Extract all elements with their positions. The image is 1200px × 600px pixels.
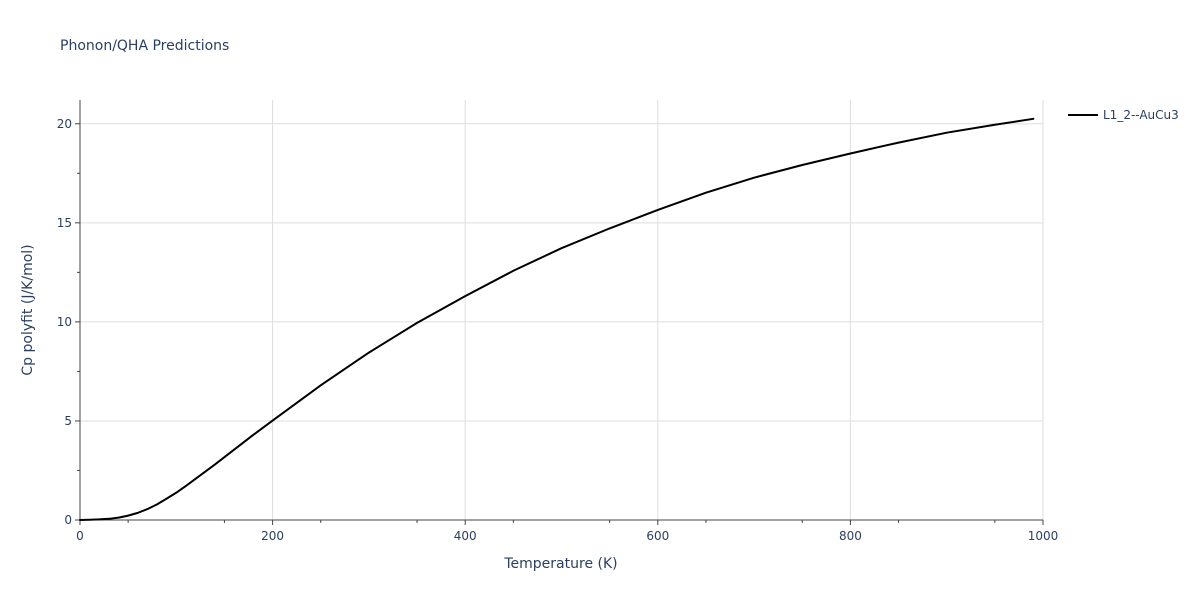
y-tick-label: 15 bbox=[57, 216, 72, 230]
series-line bbox=[79, 117, 1035, 521]
y-tick-label: 20 bbox=[57, 117, 72, 131]
y-tick-label: 10 bbox=[57, 315, 72, 329]
y-tick-label: 5 bbox=[64, 414, 72, 428]
x-tick-label: 0 bbox=[76, 529, 84, 543]
legend[interactable]: L1_2--AuCu3 bbox=[1068, 108, 1179, 122]
legend-item[interactable]: L1_2--AuCu3 bbox=[1068, 108, 1179, 122]
chart-title: Phonon/QHA Predictions bbox=[60, 38, 229, 54]
x-tick-label: 400 bbox=[454, 529, 477, 543]
x-axis-ticks: 0 200 400 600 800 1000 bbox=[76, 520, 1058, 543]
legend-label: L1_2--AuCu3 bbox=[1103, 108, 1179, 122]
x-tick-label: 1000 bbox=[1028, 529, 1059, 543]
grid bbox=[80, 100, 1044, 520]
y-tick-label: 0 bbox=[64, 513, 72, 527]
x-axis-title: Temperature (K) bbox=[503, 556, 617, 572]
series-layer bbox=[79, 117, 1035, 521]
y-axis-title: Cp polyfit (J/K/mol) bbox=[20, 244, 36, 375]
axes bbox=[79, 100, 1043, 521]
y-axis-ticks: 0 5 10 15 20 bbox=[57, 117, 80, 527]
x-tick-label: 200 bbox=[261, 529, 284, 543]
x-tick-label: 800 bbox=[839, 529, 862, 543]
x-tick-label: 600 bbox=[646, 529, 669, 543]
